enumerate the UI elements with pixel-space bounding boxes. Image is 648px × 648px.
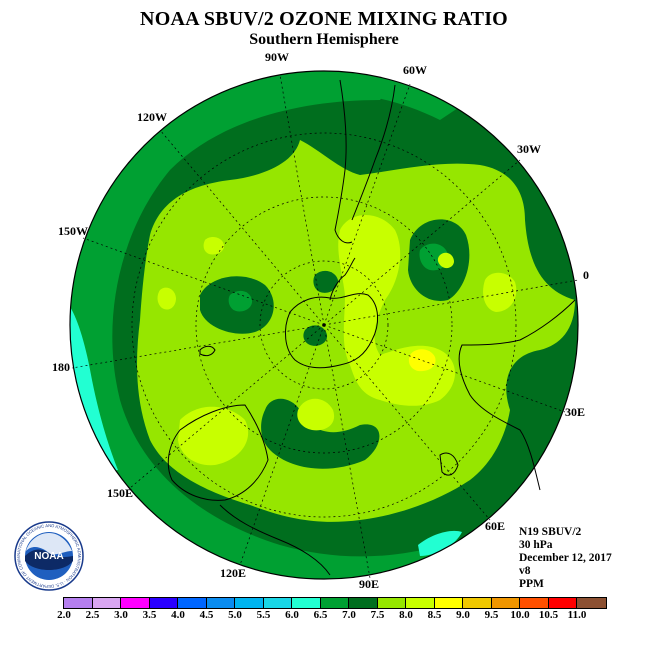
lon-label-150e: 150E bbox=[107, 486, 134, 500]
colorbar-swatch bbox=[206, 598, 235, 608]
field-yellow-green-4 bbox=[483, 272, 517, 312]
field-yellow-green-2 bbox=[178, 406, 249, 466]
colorbar-swatch bbox=[548, 598, 577, 608]
south-america-coast bbox=[334, 79, 353, 244]
colorbar-tick-label: 3.0 bbox=[114, 609, 128, 621]
lon-label-150w: 150W bbox=[58, 224, 88, 238]
colorbar-swatch bbox=[263, 598, 292, 608]
meta-units: PPM bbox=[519, 578, 544, 590]
colorbar-swatch bbox=[577, 598, 606, 608]
colorbar-swatch bbox=[377, 598, 406, 608]
lon-label-120w: 120W bbox=[137, 110, 167, 124]
colorbar-swatch bbox=[491, 598, 520, 608]
colorbar-tick-label: 10.0 bbox=[510, 609, 530, 621]
colorbar-tick-label: 9.5 bbox=[484, 609, 499, 621]
colorbar-tick-label: 6.0 bbox=[285, 609, 299, 621]
colorbar-tick-label: 4.5 bbox=[199, 609, 214, 621]
lon-label-180: 180 bbox=[52, 360, 70, 374]
ozone-field bbox=[70, 71, 578, 579]
meta-version: v8 bbox=[519, 565, 531, 577]
colorbar-tick-label: 7.0 bbox=[342, 609, 356, 621]
colorbar-tick-label: 5.5 bbox=[256, 609, 271, 621]
meridian-90w bbox=[279, 74, 325, 326]
south-america-coast-east bbox=[351, 84, 396, 221]
latitude-circle-2 bbox=[195, 196, 453, 454]
colorbar-swatch bbox=[149, 598, 178, 608]
madagascar-coast bbox=[439, 452, 459, 476]
australia-coast bbox=[167, 404, 269, 501]
field-yellow-green-6 bbox=[157, 287, 176, 310]
colorbar-tick-label: 7.5 bbox=[370, 609, 385, 621]
lon-label-60w: 60W bbox=[403, 63, 427, 77]
colorbar-swatch bbox=[178, 598, 207, 608]
colorbar-swatch bbox=[434, 598, 463, 608]
colorbar-swatch bbox=[292, 598, 321, 608]
meridian-150e bbox=[129, 324, 325, 489]
colorbar-tick-label: 4.0 bbox=[171, 609, 185, 621]
latitude-circle-1 bbox=[259, 260, 389, 390]
lon-label-30w: 30W bbox=[517, 142, 541, 156]
map-border bbox=[69, 70, 579, 580]
colorbar-tick-label: 5.0 bbox=[228, 609, 242, 621]
noaa-logo-icon: NOAA NATIONAL OCEANIC AND ATMOSPHERIC AD… bbox=[14, 521, 84, 591]
colorbar-swatch bbox=[121, 598, 150, 608]
colorbar-tick-label: 8.0 bbox=[399, 609, 413, 621]
latitude-circle-3 bbox=[131, 132, 517, 518]
meta-instrument: N19 SBUV/2 bbox=[519, 526, 582, 538]
meta-date: December 12, 2017 bbox=[519, 552, 612, 564]
colorbar-swatch bbox=[349, 598, 378, 608]
coastlines bbox=[167, 79, 576, 576]
colorbar-tick-label: 9.0 bbox=[456, 609, 470, 621]
field-mid-green-top bbox=[330, 71, 470, 120]
colorbar-swatch bbox=[92, 598, 121, 608]
map-title: NOAA SBUV/2 OZONE MIXING RATIO bbox=[140, 8, 508, 30]
field-blob-4 bbox=[313, 270, 338, 293]
field-cyan-south bbox=[418, 530, 462, 556]
colorbar-swatch bbox=[463, 598, 492, 608]
field-blob-pole bbox=[303, 325, 328, 346]
colorbar-ticks: 2.0 2.5 3.0 3.5 4.0 4.5 5.0 5.5 6.0 6.5 7.0 7.5 8.0 8… bbox=[0, 609, 648, 625]
field-yellow-green-5 bbox=[203, 237, 225, 255]
field-yellow-green-7 bbox=[437, 252, 454, 269]
colorbar-tick-label: 6.5 bbox=[313, 609, 328, 621]
logo-text: NOAA bbox=[34, 551, 63, 562]
colorbar-swatch bbox=[235, 598, 264, 608]
lon-label-0: 0 bbox=[583, 268, 589, 282]
field-blob-6 bbox=[228, 290, 253, 312]
map-metadata: N19 SBUV/2 30 hPa December 12, 2017 v8 P… bbox=[519, 526, 612, 591]
field-yellow-green-3 bbox=[297, 398, 335, 431]
colorbar-tick-label: 2.5 bbox=[85, 609, 100, 621]
colorbar-swatch bbox=[320, 598, 349, 608]
colorbar-swatch bbox=[406, 598, 435, 608]
colorbar-tick-label: 11.0 bbox=[567, 609, 587, 621]
map-subtitle: Southern Hemisphere bbox=[249, 31, 399, 48]
graticule bbox=[71, 74, 579, 579]
lon-label-30e: 30E bbox=[565, 405, 586, 419]
lon-label-120e: 120E bbox=[220, 566, 247, 580]
colorbar-tick-label: 10.5 bbox=[538, 609, 559, 621]
meridian-120e bbox=[239, 324, 325, 566]
field-blob-3 bbox=[261, 398, 380, 469]
lon-label-90w: 90W bbox=[265, 50, 289, 64]
lon-label-60e: 60E bbox=[485, 519, 506, 533]
field-yellow-peak bbox=[408, 349, 436, 372]
indonesia-coast bbox=[219, 504, 331, 576]
africa-coast bbox=[458, 299, 576, 491]
colorbar-tick-label: 8.5 bbox=[427, 609, 442, 621]
colorbar bbox=[63, 597, 607, 609]
colorbar-swatch bbox=[520, 598, 549, 608]
colorbar-swatch bbox=[64, 598, 93, 608]
meta-pressure: 30 hPa bbox=[519, 539, 553, 551]
new-zealand-coast bbox=[199, 345, 216, 357]
antarctic-peninsula bbox=[329, 257, 356, 301]
lon-label-90e: 90E bbox=[359, 577, 380, 591]
colorbar-tick-label: 2.0 bbox=[57, 609, 71, 621]
colorbar-tick-label: 3.5 bbox=[142, 609, 157, 621]
